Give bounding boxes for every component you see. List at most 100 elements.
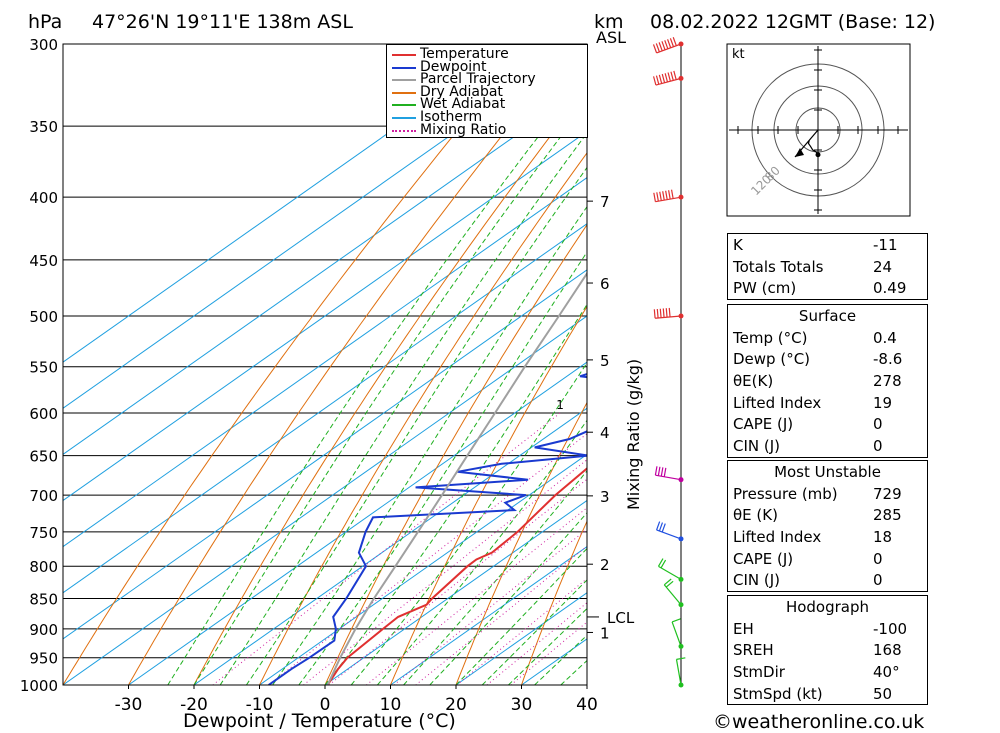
wind-barb-staff (658, 565, 682, 580)
isotherm-line (63, 269, 587, 640)
wind-barb-staff (671, 621, 682, 647)
mu-cin-value: 0 (873, 571, 883, 590)
mu-pressure-value: 729 (873, 484, 902, 503)
wind-barbs (652, 37, 686, 688)
wind-barb-flag (676, 657, 686, 660)
sreh-value: 168 (873, 641, 902, 660)
station-location: 47°26'N 19°11'E 138m ASL (92, 11, 353, 33)
wind-barb-flag (656, 192, 659, 202)
pressure-tick-label: 900 (29, 621, 58, 639)
pressure-tick-label: 950 (29, 650, 58, 668)
pressure-tick-label: 1000 (20, 677, 58, 695)
wind-barb-flag (660, 467, 664, 477)
pressure-tick-label: 400 (29, 189, 58, 207)
wet-adiabat-line (455, 547, 587, 685)
wind-barb-flag (667, 39, 672, 48)
series-parcel-trajectory (326, 271, 587, 685)
most-unstable-table: Most Unstable Pressure (mb) 729 θE (K) 285… (727, 460, 928, 593)
mu-title: Most Unstable (774, 463, 881, 481)
isotherm-line (128, 361, 587, 685)
wind-barb-flag (654, 466, 658, 476)
stmspd-label: StmSpd (kt) (733, 684, 823, 703)
wind-barb-staff (655, 315, 682, 319)
legend-label: Dewpoint (420, 58, 487, 75)
wet-adiabat-line (350, 361, 587, 685)
wind-barb-staff (663, 584, 682, 606)
lcl-label: LCL (607, 609, 635, 627)
wet-adiabat-line (219, 132, 587, 685)
isotherm-line (63, 130, 587, 502)
mixing-ratio-label: 2 (609, 398, 617, 412)
mixing-ratio-line (268, 433, 587, 685)
wind-barb-flag (659, 308, 662, 318)
dry-adiabat-line (521, 520, 587, 685)
legend-label: Isotherm (420, 109, 483, 125)
mixing-ratio-label: 4 (666, 398, 674, 412)
legend-swatch (392, 117, 416, 119)
pressure-tick-label: 800 (29, 558, 58, 576)
pressure-tick-label: 300 (29, 36, 58, 54)
legend-item: Mixing Ratio (387, 122, 587, 138)
wind-barb-staff (675, 659, 682, 686)
surface-thetae-value: 278 (873, 372, 902, 391)
mixing-ratio-label: 6 (701, 398, 709, 412)
wind-barb-flag (661, 73, 666, 83)
surface-li-label: Lifted Index (733, 393, 822, 412)
mu-cin-label: CIN (J) (733, 571, 781, 590)
wet-adiabat-line (193, 101, 587, 685)
mixing-ratio-label: 1 (556, 398, 564, 412)
pressure-tick-label: 550 (29, 359, 58, 377)
wind-barb-flag (663, 467, 667, 477)
surface-cin-label: CIN (J) (733, 437, 781, 456)
eh-value: -100 (873, 619, 908, 638)
mu-cape-value: 0 (873, 549, 883, 568)
pressure-tick-label: 650 (29, 448, 58, 466)
wind-barb-staff (656, 529, 682, 540)
wind-barb-flag (670, 71, 674, 81)
km-tick-label: 3 (600, 488, 610, 506)
copyright-link[interactable]: ©weatheronline.co.uk (713, 711, 925, 733)
x-tick-label: 10 (380, 695, 402, 715)
isotherm-line (63, 315, 587, 685)
legend-item: Dry Adiabat (387, 84, 587, 100)
isotherm-line (63, 44, 516, 363)
wind-barb-flag (669, 38, 675, 47)
km-tick-label: 5 (600, 352, 610, 370)
wind-barb-flag (670, 189, 674, 199)
hodograph-start-dot (815, 152, 821, 158)
mixing-ratio-line (212, 412, 561, 685)
isotherm-line (324, 499, 587, 685)
surface-table: Surface Temp (°C) 0.4 Dewp (°C) -8.6 θE(K)… (727, 304, 928, 458)
totals-totals-label: Totals Totals (733, 257, 824, 276)
dry-adiabat-line (455, 401, 587, 685)
wet-adiabat-line (429, 511, 587, 685)
dry-adiabat-line (193, 87, 587, 685)
wind-barb-flag (672, 37, 677, 46)
x-tick-label: -20 (180, 695, 208, 715)
height-unit-label-asl: ASL (596, 28, 627, 47)
stmdir-value: 40° (873, 663, 900, 682)
totals-totals-value: 24 (873, 257, 893, 276)
legend-label: Wet Adiabat (420, 96, 506, 113)
wind-barb-flag (665, 308, 668, 318)
wind-barb-flag (664, 40, 669, 49)
indices-table: K -11 Totals Totals 24 PW (cm) 0.49 (727, 233, 928, 301)
series-temperature (326, 467, 587, 685)
wind-barb-flag (667, 72, 671, 82)
surface-cape-label: CAPE (J) (733, 415, 794, 434)
mixing-ratio-axis-title: Mixing Ratio (g/kg) (624, 358, 643, 510)
eh-label: EH (733, 619, 754, 638)
surface-dewp-label: Dewp (°C) (733, 350, 811, 369)
legend-item: Wet Adiabat (387, 96, 587, 113)
dry-adiabat-line (259, 152, 587, 685)
mu-thetae-label: θE (K) (733, 506, 778, 525)
wind-barb-flag (665, 190, 668, 200)
wet-adiabat-line (298, 251, 587, 685)
km-tick-label: 7 (600, 193, 610, 211)
wind-barb-flag (673, 70, 677, 80)
wind-barb-flag (653, 309, 656, 319)
x-tick-label: 20 (445, 695, 467, 715)
wind-barb-flag (661, 523, 666, 533)
wind-barb-flag (658, 42, 663, 52)
